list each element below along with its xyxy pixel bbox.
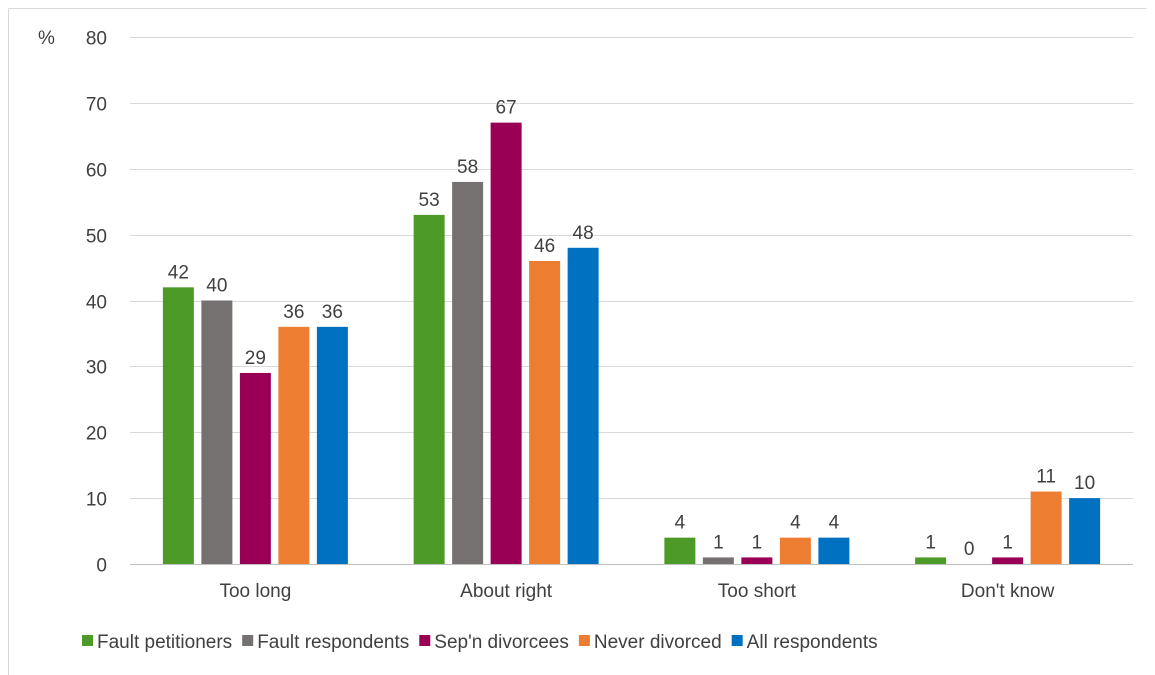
data-label: 67 bbox=[496, 98, 517, 119]
bar bbox=[741, 557, 773, 564]
y-tick-label: 20 bbox=[86, 424, 107, 445]
y-tick-label: 30 bbox=[86, 358, 107, 379]
legend-swatch bbox=[578, 635, 590, 646]
y-tick-label: 40 bbox=[86, 293, 107, 314]
legend-swatch bbox=[419, 635, 431, 646]
bar bbox=[702, 557, 734, 564]
bar bbox=[201, 300, 233, 564]
bar bbox=[779, 537, 811, 564]
legend-item: Sep'n divorcees bbox=[419, 632, 569, 653]
bar bbox=[818, 537, 850, 564]
legend-swatch bbox=[242, 635, 254, 646]
data-label: 36 bbox=[283, 302, 304, 323]
y-tick-label: 60 bbox=[86, 161, 107, 182]
y-tick-label: 0 bbox=[96, 556, 107, 577]
legend-label: Fault petitioners bbox=[97, 632, 232, 653]
bar bbox=[239, 372, 271, 564]
data-label: 48 bbox=[573, 223, 594, 244]
y-tick-label: 80 bbox=[86, 29, 107, 50]
data-label: 1 bbox=[1002, 532, 1013, 553]
y-tick-label: 10 bbox=[86, 490, 107, 511]
x-tick-label: About right bbox=[460, 581, 553, 602]
data-label: 10 bbox=[1074, 473, 1095, 494]
bar bbox=[1069, 498, 1101, 564]
data-label: 4 bbox=[829, 513, 840, 534]
legend-item: Never divorced bbox=[578, 632, 722, 653]
bar bbox=[529, 260, 561, 564]
data-label: 40 bbox=[206, 276, 227, 297]
legend-label: Sep'n divorcees bbox=[434, 632, 569, 653]
bar bbox=[915, 557, 947, 564]
legend-item: All respondents bbox=[731, 632, 878, 653]
bar bbox=[316, 326, 348, 564]
x-tick-label: Too long bbox=[219, 581, 291, 602]
bars bbox=[162, 122, 1101, 565]
data-label: 53 bbox=[419, 190, 440, 211]
data-label: 0 bbox=[964, 539, 975, 560]
data-label: 1 bbox=[752, 532, 763, 553]
y-axis-unit-label: % bbox=[38, 28, 55, 49]
bar bbox=[490, 122, 522, 564]
bar bbox=[1030, 491, 1062, 564]
bar bbox=[162, 287, 194, 564]
legend-label: Never divorced bbox=[594, 632, 722, 653]
bar bbox=[413, 214, 445, 565]
y-tick-label: 70 bbox=[86, 95, 107, 116]
data-label: 42 bbox=[168, 262, 189, 283]
legend-label: All respondents bbox=[747, 632, 878, 653]
legend-swatch bbox=[731, 635, 743, 646]
data-label: 58 bbox=[457, 157, 478, 178]
data-label: 1 bbox=[925, 532, 936, 553]
chart-border bbox=[8, 8, 1147, 675]
bar bbox=[278, 326, 310, 564]
data-label: 46 bbox=[534, 236, 555, 257]
legend-item: Fault respondents bbox=[242, 632, 409, 653]
bar bbox=[567, 247, 599, 565]
data-label: 11 bbox=[1036, 467, 1056, 488]
data-label: 36 bbox=[322, 302, 343, 323]
data-label: 1 bbox=[713, 532, 724, 553]
legend-swatch bbox=[82, 635, 93, 646]
data-label: 4 bbox=[675, 513, 686, 534]
bar bbox=[452, 181, 484, 565]
bar bbox=[992, 557, 1024, 564]
legend: Fault petitioners Fault respondents Sep'n … bbox=[82, 632, 878, 653]
data-label: 4 bbox=[790, 513, 801, 534]
data-label: 29 bbox=[245, 348, 266, 369]
x-tick-label: Too short bbox=[718, 581, 797, 602]
y-tick-label: 50 bbox=[86, 227, 107, 248]
x-tick-label: Don't know bbox=[961, 581, 1055, 602]
bar bbox=[664, 537, 696, 564]
legend-label: Fault respondents bbox=[257, 632, 409, 653]
legend-item: Fault petitioners bbox=[82, 632, 232, 653]
